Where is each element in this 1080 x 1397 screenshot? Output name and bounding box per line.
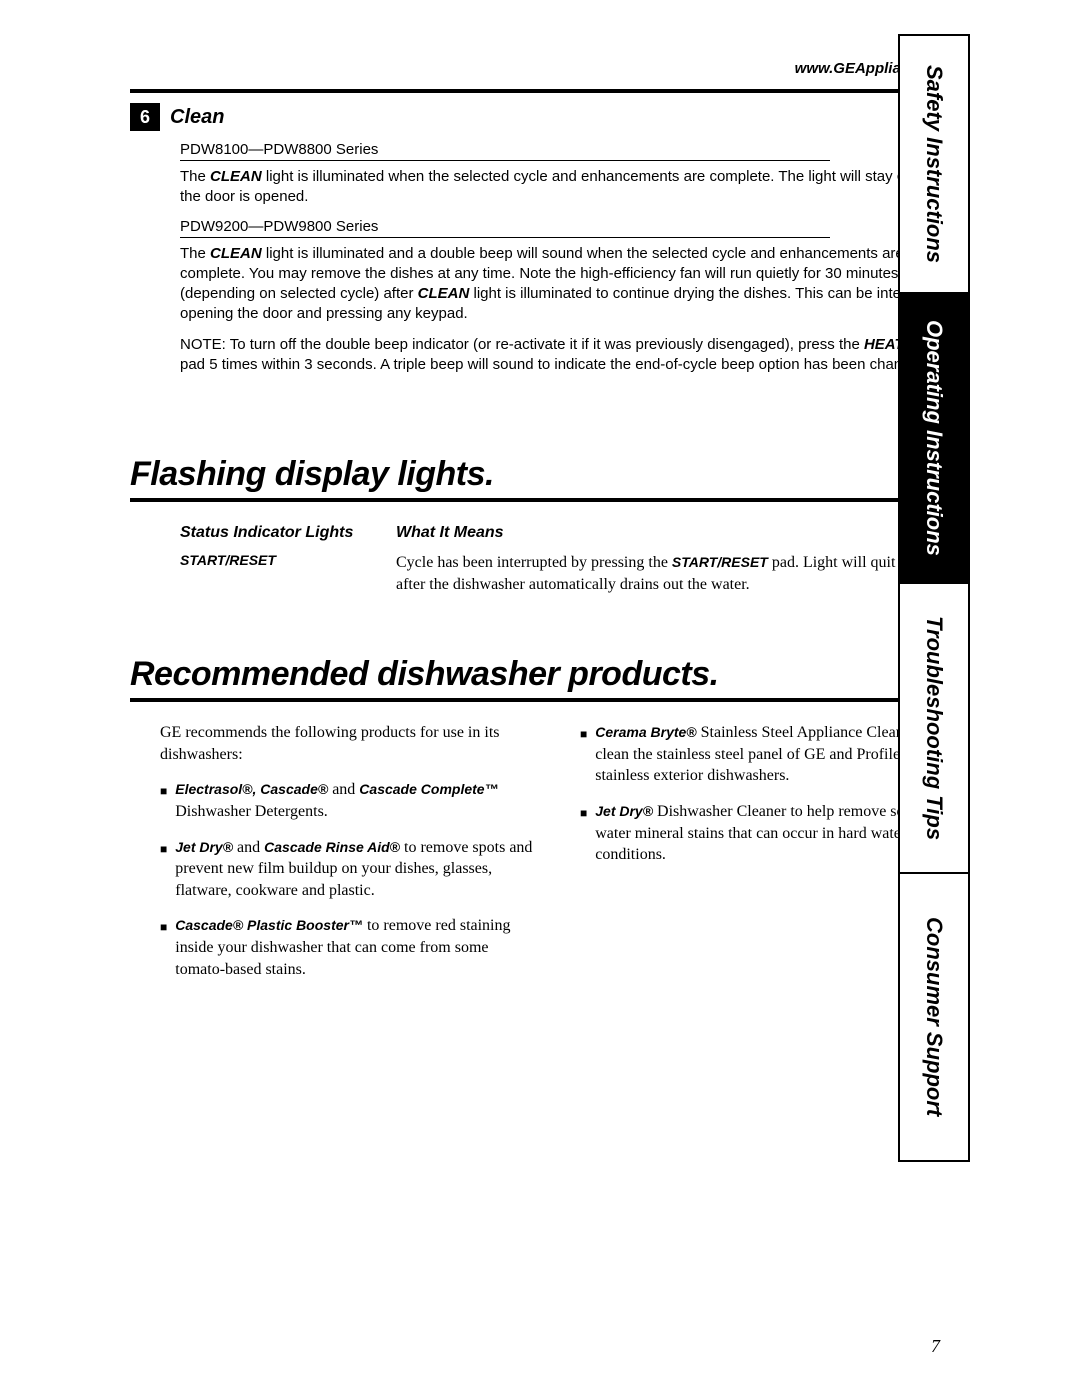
bullet-icon: ■	[160, 779, 167, 822]
series-2: PDW9200—PDW9800 Series The CLEAN light i…	[180, 218, 970, 376]
series-2-label: PDW9200—PDW9800 Series	[180, 218, 970, 235]
t: Cascade Complete™	[359, 781, 498, 797]
series-2-p2: NOTE: To turn off the double beep indica…	[180, 335, 970, 376]
t: The	[180, 168, 210, 185]
t: START/RESET	[672, 554, 768, 570]
products-col-left: GE recommends the following products for…	[160, 722, 540, 994]
status-header: Status Indicator Lights What It Means	[180, 524, 970, 542]
section-flashing-rule	[130, 498, 970, 502]
series-1-text: The CLEAN light is illuminated when the …	[180, 167, 970, 208]
section-products-rule	[130, 698, 970, 702]
t: The	[180, 245, 210, 262]
t: Cascade Rinse Aid®	[264, 839, 400, 855]
step-title: Clean	[170, 106, 224, 129]
section-products-title: Recommended dishwasher products.	[130, 655, 970, 694]
bullet-3: ■ Cascade® Plastic Booster™ to remove re…	[160, 915, 540, 980]
t: CLEAN	[418, 285, 470, 302]
bullet-icon: ■	[580, 801, 587, 866]
t: CLEAN	[210, 245, 262, 262]
status-r1c2: Cycle has been interrupted by pressing t…	[396, 552, 956, 595]
side-tabs: Safety Instructions Operating Instructio…	[898, 34, 970, 1162]
t: Cerama Bryte®	[595, 724, 696, 740]
status-row: START/RESET Cycle has been interrupted b…	[180, 552, 970, 595]
series-1: PDW8100—PDW8800 Series The CLEAN light i…	[180, 141, 970, 208]
products-columns: GE recommends the following products for…	[160, 722, 970, 994]
status-table: Status Indicator Lights What It Means ST…	[180, 524, 970, 595]
t: Cycle has been interrupted by pressing t…	[396, 554, 672, 571]
t: NOTE: To turn off the double beep indica…	[180, 336, 864, 353]
series-1-label: PDW8100—PDW8800 Series	[180, 141, 970, 158]
t: Cascade® Plastic Booster™	[175, 917, 363, 933]
t: light is illuminated when the selected c…	[262, 168, 897, 185]
page-number: 7	[931, 1336, 940, 1357]
top-rule	[130, 89, 970, 93]
t: Jet Dry®	[175, 839, 233, 855]
bullet-icon: ■	[160, 915, 167, 980]
products-intro: GE recommends the following products for…	[160, 722, 540, 765]
bullet-2: ■ Jet Dry® and Cascade Rinse Aid® to rem…	[160, 837, 540, 902]
tab-safety[interactable]: Safety Instructions	[898, 34, 970, 292]
bullet-2-text: Jet Dry® and Cascade Rinse Aid® to remov…	[175, 837, 540, 902]
step-number-box: 6	[130, 103, 160, 131]
bullet-1-text: Electrasol®, Cascade® and Cascade Comple…	[175, 779, 540, 822]
section-flashing-title: Flashing display lights.	[130, 455, 970, 494]
series-2-p1: The CLEAN light is illuminated and a dou…	[180, 244, 970, 325]
t: Jet Dry®	[595, 803, 653, 819]
status-h1: Status Indicator Lights	[180, 524, 360, 542]
bullet-icon: ■	[160, 837, 167, 902]
t: CLEAN	[210, 168, 262, 185]
bullet-3-text: Cascade® Plastic Booster™ to remove red …	[175, 915, 540, 980]
series-1-rule	[180, 160, 830, 161]
status-r1c1: START/RESET	[180, 552, 360, 595]
bullet-1: ■ Electrasol®, Cascade® and Cascade Comp…	[160, 779, 540, 822]
tab-operating[interactable]: Operating Instructions	[898, 292, 970, 582]
status-h2: What It Means	[396, 524, 504, 542]
tab-consumer[interactable]: Consumer Support	[898, 872, 970, 1162]
t: and	[328, 781, 359, 798]
t: and	[233, 839, 264, 856]
t: Dishwasher Detergents.	[175, 803, 328, 820]
bullet-icon: ■	[580, 722, 587, 787]
t: pad 5 times within 3 seconds. A triple b…	[180, 356, 931, 373]
header-url: www.GEAppliances.com	[130, 60, 970, 77]
tab-troubleshooting[interactable]: Troubleshooting Tips	[898, 582, 970, 872]
t: Electrasol®, Cascade®	[175, 781, 328, 797]
series-2-rule	[180, 237, 830, 238]
step-row: 6 Clean	[130, 103, 970, 131]
